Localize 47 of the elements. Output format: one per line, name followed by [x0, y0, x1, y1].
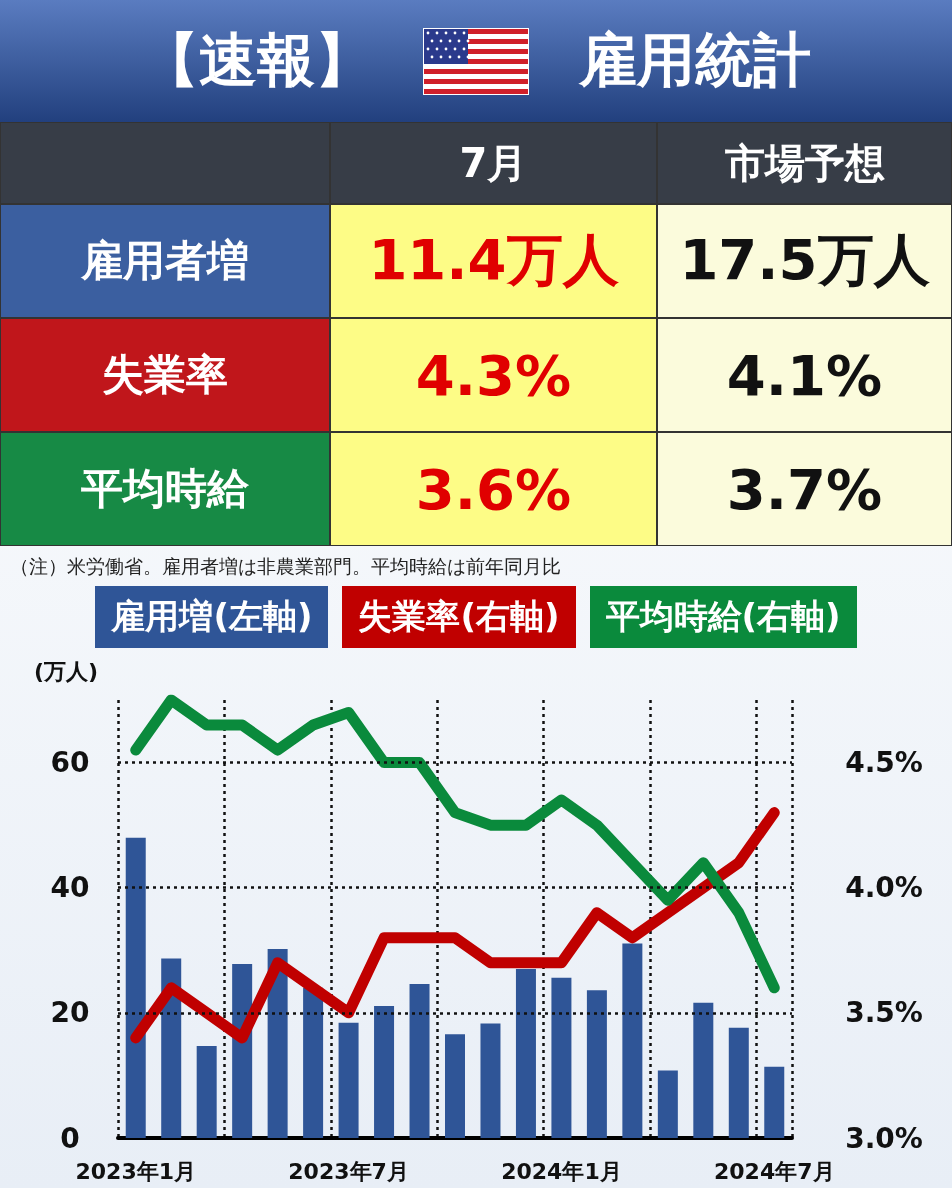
text: 平均時給(右軸) — [589, 586, 857, 648]
x-tick-label: 2023年1月 — [75, 1158, 197, 1184]
category-label: 失業率 — [102, 350, 228, 399]
text: （注）米労働省。雇用者増は非農業部門。平均時給は前年同月比 — [9, 554, 562, 579]
x-tick-label: 2024年1月 — [501, 1158, 622, 1184]
text: 17.5万人 — [679, 227, 930, 292]
x-tick-label: 2023年7月 — [288, 1158, 409, 1184]
y-tick-label: 20 — [50, 996, 90, 1030]
bar — [374, 1005, 395, 1138]
text: 11.4万人 — [368, 227, 619, 292]
bar — [657, 1070, 678, 1138]
text: 雇用増(左軸) — [95, 586, 329, 648]
text: 4.1% — [726, 342, 883, 408]
bar — [303, 987, 324, 1138]
y-tick-label: 0 — [60, 1121, 80, 1155]
y2-tick-label: 4.0% — [845, 871, 923, 905]
bar — [196, 1046, 217, 1138]
y2-tick-label: 3.0% — [845, 1121, 923, 1155]
text: 3.7% — [726, 456, 883, 522]
category-label: 7月 — [330, 122, 657, 204]
bar — [551, 977, 572, 1138]
bar — [586, 990, 607, 1138]
text: 失業率(右軸) — [342, 586, 576, 648]
bar — [445, 1034, 465, 1138]
bar — [338, 1022, 359, 1138]
bar — [515, 969, 536, 1138]
category-label: 平均時給 — [81, 464, 249, 513]
bar — [161, 958, 182, 1138]
bar — [693, 1002, 714, 1138]
y-tick-label: 40 — [50, 871, 90, 905]
category-label: 雇用者増 — [81, 236, 249, 285]
text: 3.6% — [415, 456, 572, 522]
y-tick-label: 60 — [50, 746, 90, 780]
text: 雇用統計 — [579, 25, 811, 96]
category-label: 市場予想 — [657, 122, 952, 204]
y-axis-title: (万人) — [33, 658, 98, 684]
x-tick-label: 2024年7月 — [713, 1158, 835, 1184]
y2-tick-label: 4.5% — [845, 746, 923, 780]
text: 【速報】 — [141, 25, 373, 96]
bar — [728, 1027, 749, 1138]
bar — [764, 1066, 785, 1138]
bar — [409, 984, 430, 1138]
bar — [480, 1023, 501, 1138]
text: 4.3% — [415, 342, 572, 408]
bar — [125, 837, 146, 1138]
y2-tick-label: 3.5% — [845, 996, 923, 1030]
bar — [622, 943, 643, 1138]
